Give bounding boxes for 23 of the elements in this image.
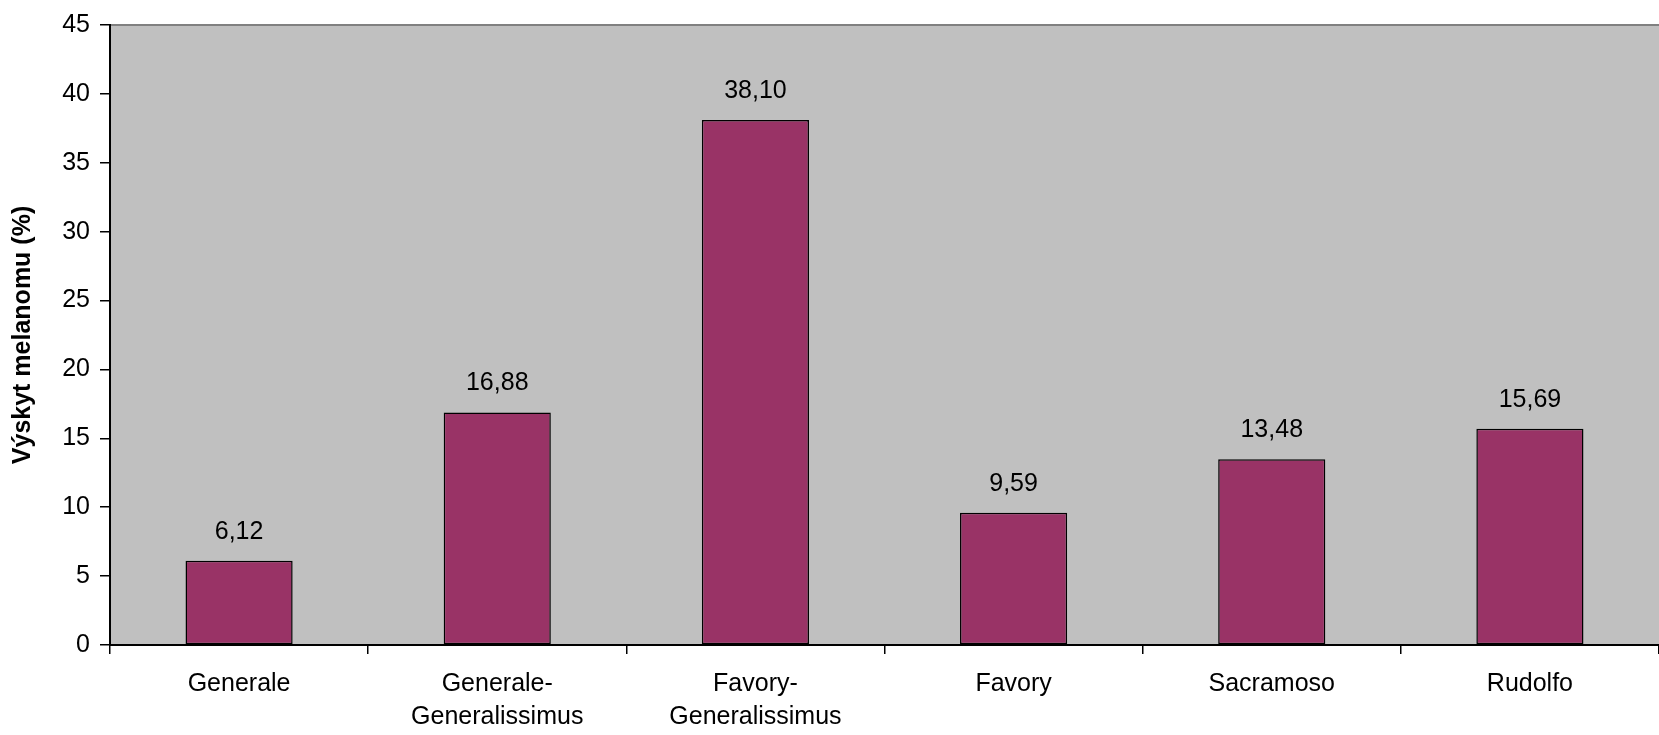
data-label: 16,88: [465, 367, 529, 396]
y-tick-label: 5: [76, 560, 90, 588]
y-tick-label: 25: [62, 284, 90, 313]
y-tick-label: 15: [62, 422, 90, 451]
y-tick-label: 35: [62, 146, 90, 175]
data-label: 9,59: [989, 467, 1038, 496]
x-tick-label: Generale-Generalissimus: [411, 668, 584, 729]
x-tick-label: Generale: [187, 668, 291, 697]
y-tick-label: 40: [62, 77, 90, 106]
y-tick-label: 10: [62, 491, 90, 520]
y-axis-title: Výskyt melanomu (%): [6, 205, 35, 465]
x-tick-label: Favory: [975, 668, 1053, 697]
x-tick-label: Rudolfo: [1486, 668, 1573, 697]
data-label: 38,10: [724, 74, 787, 103]
data-label: 13,48: [1240, 414, 1304, 443]
y-tick-label: 45: [62, 8, 90, 37]
x-tick-label: Favory-Generalissimus: [669, 668, 842, 729]
y-tick-label: 20: [62, 353, 90, 382]
y-tick-label: 30: [62, 215, 90, 244]
data-label: 6,12: [214, 515, 264, 544]
data-label: 15,69: [1498, 383, 1562, 412]
y-tick-label: 0: [76, 628, 90, 657]
x-tick-label: Sacramoso: [1208, 668, 1335, 697]
